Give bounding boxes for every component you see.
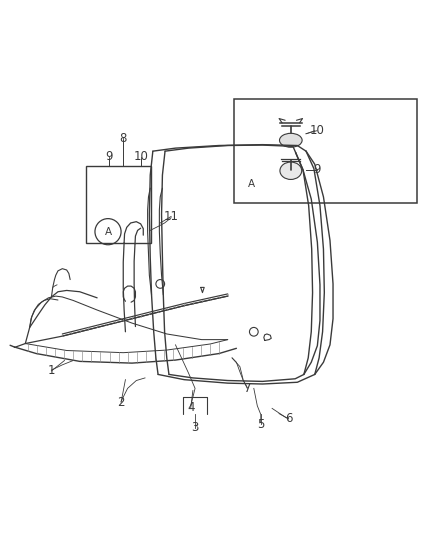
Ellipse shape: [280, 162, 302, 180]
Ellipse shape: [279, 133, 302, 147]
Text: 10: 10: [310, 124, 325, 137]
Text: 8: 8: [120, 132, 127, 144]
Bar: [86, 166, 151, 243]
Text: 9: 9: [313, 164, 321, 176]
Text: 2: 2: [117, 396, 125, 409]
Text: 5: 5: [257, 417, 265, 431]
Text: A: A: [104, 227, 112, 237]
Text: A: A: [248, 179, 255, 189]
Bar: [234, 99, 417, 204]
Text: 7: 7: [244, 382, 251, 395]
Text: 4: 4: [187, 401, 194, 415]
Text: 1: 1: [48, 365, 55, 377]
Text: 11: 11: [164, 210, 179, 223]
Text: 6: 6: [285, 413, 293, 425]
Text: 9: 9: [106, 150, 113, 163]
Text: 3: 3: [191, 421, 199, 434]
Text: 10: 10: [133, 150, 148, 163]
